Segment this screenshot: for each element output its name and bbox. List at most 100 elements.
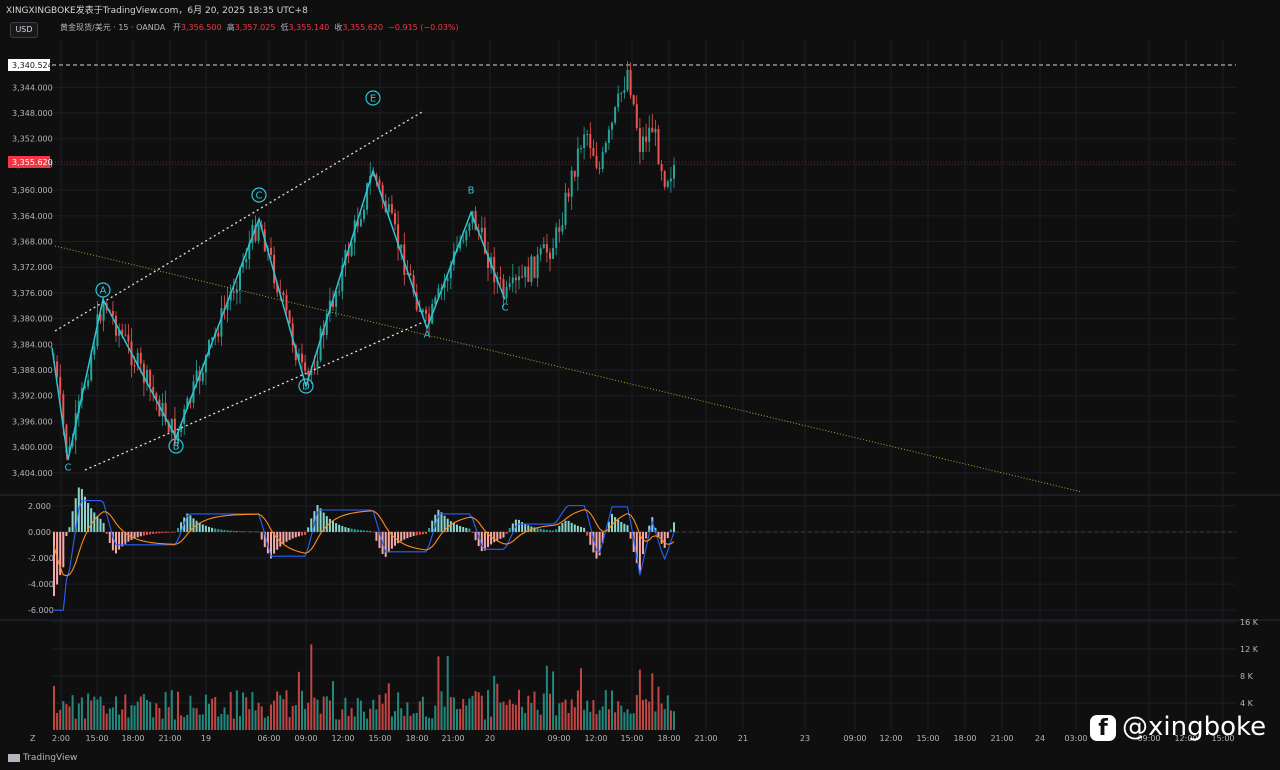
wave-label: B: [468, 186, 475, 197]
candle-body: [539, 248, 542, 255]
macd-histogram-bar: [474, 531, 477, 541]
macd-histogram-bar: [502, 531, 505, 538]
candle-body: [418, 309, 421, 312]
volume-bar: [623, 712, 626, 730]
volume-bar: [502, 701, 505, 730]
candle-body: [576, 148, 579, 177]
macd-histogram-bar: [186, 513, 189, 532]
volume-bar: [307, 702, 310, 730]
macd-histogram-bar: [149, 531, 152, 535]
macd-histogram-bar: [434, 514, 437, 532]
volume-bar: [378, 694, 381, 730]
candle-body: [149, 369, 152, 387]
candle-body: [592, 148, 595, 156]
price-tick-label: 3,352.000: [12, 135, 53, 144]
macd-histogram-bar: [493, 531, 496, 543]
volume-bar: [428, 717, 431, 730]
tradingview-logo[interactable]: TradingView: [8, 753, 77, 763]
volume-bar: [549, 693, 551, 730]
time-tick-label: 09:00: [547, 734, 570, 743]
currency-button[interactable]: USD: [10, 22, 38, 38]
macd-histogram-bar: [198, 522, 201, 532]
macd-histogram-bar: [74, 498, 77, 532]
time-tick-label: 21:00: [694, 734, 717, 743]
time-tick-label: 21: [738, 734, 748, 743]
macd-histogram-bar: [121, 531, 124, 547]
candle-body: [133, 365, 136, 367]
candle-body: [555, 227, 558, 248]
volume-bar: [604, 690, 607, 730]
volume-bar: [511, 703, 514, 730]
macd-histogram-bar: [341, 526, 344, 532]
time-corner-label: Z: [30, 734, 36, 743]
candle-body: [437, 288, 440, 298]
candle-body: [474, 210, 477, 231]
candle-body: [598, 167, 601, 169]
candle-body: [493, 256, 496, 283]
volume-bar: [425, 716, 427, 730]
macd-histogram-bar: [53, 531, 55, 597]
macd-histogram-bar: [626, 525, 629, 532]
macd-histogram-bar: [353, 529, 356, 532]
candle-body: [545, 244, 548, 253]
volume-bar: [90, 700, 93, 730]
macd-histogram-bar: [301, 531, 303, 536]
candle-body: [319, 328, 322, 361]
top-level-tag: [8, 59, 50, 71]
macd-histogram-bar: [350, 528, 353, 532]
volume-tick-label: 4 K: [1240, 699, 1254, 708]
macd-histogram-bar: [59, 531, 62, 576]
macd-histogram-bar: [446, 518, 449, 532]
candle-body: [397, 224, 400, 249]
volume-bar: [65, 704, 68, 730]
volume-bar: [180, 715, 183, 730]
candle-body: [673, 164, 675, 179]
volume-bar: [629, 713, 632, 730]
macd-histogram-bar: [598, 531, 601, 556]
high-value: 3,357.025: [234, 23, 276, 32]
candle-body: [226, 300, 229, 310]
wave-label: A: [424, 330, 431, 341]
candle-body: [443, 280, 446, 288]
macd-histogram-bar: [133, 531, 136, 539]
macd-histogram-bar: [555, 529, 558, 532]
volume-bar: [226, 714, 229, 730]
symbol-label[interactable]: 黄金现货/美元 · 15 · OANDA: [60, 23, 166, 32]
candle-body: [449, 264, 452, 279]
candle-body: [607, 129, 610, 143]
candle-body: [310, 368, 313, 376]
macd-histogram-bar: [558, 525, 561, 532]
candle-body: [282, 292, 285, 296]
candle-body: [102, 303, 105, 321]
open-value: 3,356.500: [180, 23, 222, 32]
volume-bar: [356, 697, 359, 730]
candle-body: [657, 128, 660, 165]
candle-body: [204, 355, 207, 373]
volume-bar: [105, 713, 108, 730]
volume-tick-label: 8 K: [1240, 672, 1254, 681]
volume-bar: [195, 708, 198, 730]
volume-bar: [487, 690, 489, 730]
brand-label: TradingView: [23, 753, 78, 763]
macd-histogram-bar: [629, 531, 632, 539]
candle-body: [142, 363, 145, 383]
macd-histogram-bar: [425, 531, 427, 534]
macd-histogram-bar: [657, 531, 660, 537]
macd-histogram-bar: [669, 529, 672, 532]
volume-bar: [480, 695, 483, 730]
volume-bar: [142, 694, 145, 730]
volume-bar: [465, 705, 468, 730]
macd-histogram-bar: [456, 524, 458, 532]
volume-bar: [573, 707, 576, 730]
macd-histogram-bar: [226, 530, 229, 532]
candle-body: [56, 361, 59, 377]
macd-histogram-bar: [282, 531, 285, 544]
volume-bar: [558, 703, 561, 730]
macd-histogram-bar: [242, 531, 245, 532]
macd-histogram-bar: [313, 511, 316, 532]
candle-body: [434, 297, 437, 305]
candle-body: [558, 227, 561, 232]
candle-body: [68, 446, 71, 453]
macd-histogram-bar: [462, 527, 465, 532]
